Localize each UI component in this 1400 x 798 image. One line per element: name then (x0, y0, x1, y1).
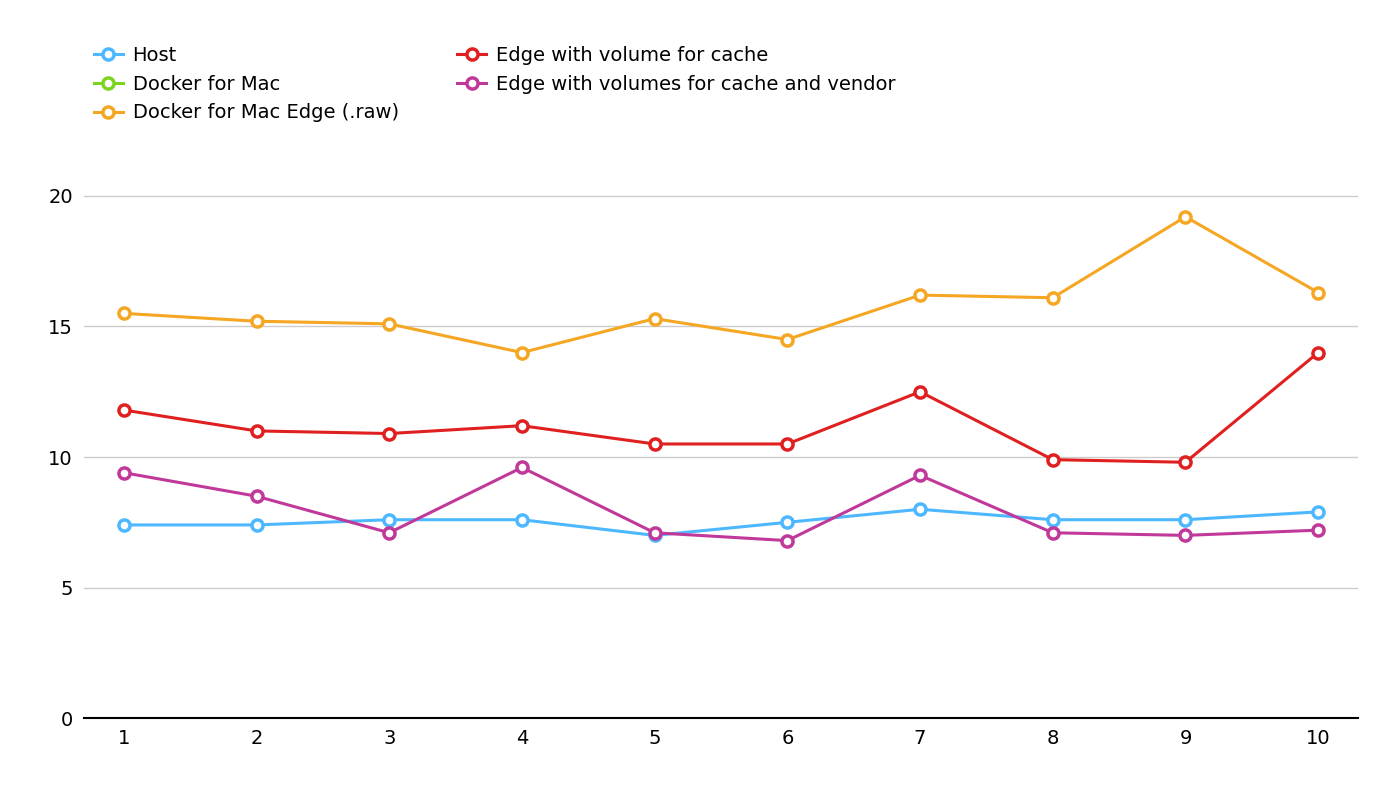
Docker for Mac Edge (.raw) (1177, 212, 1194, 222)
Edge with volumes for cache and vendor (1177, 531, 1194, 540)
Docker for Mac Edge (.raw) (514, 348, 531, 358)
Host (1044, 515, 1061, 524)
Docker for Mac Edge (.raw) (115, 309, 132, 318)
Host (115, 520, 132, 530)
Line: Edge with volume for cache: Edge with volume for cache (118, 347, 1324, 468)
Edge with volumes for cache and vendor (778, 535, 795, 545)
Edge with volume for cache (514, 421, 531, 430)
Docker for Mac Edge (.raw) (381, 319, 398, 329)
Edge with volumes for cache and vendor (381, 528, 398, 538)
Edge with volumes for cache and vendor (647, 528, 664, 538)
Host (1177, 515, 1194, 524)
Line: Host: Host (118, 504, 1324, 541)
Docker for Mac Edge (.raw) (1044, 293, 1061, 302)
Docker for Mac Edge (.raw) (778, 334, 795, 344)
Docker for Mac Edge (.raw) (1310, 288, 1327, 298)
Host (381, 515, 398, 524)
Edge with volumes for cache and vendor (911, 471, 928, 480)
Legend: Host, Docker for Mac, Docker for Mac Edge (.raw), Edge with volume for cache, Ed: Host, Docker for Mac, Docker for Mac Edg… (94, 46, 896, 122)
Edge with volumes for cache and vendor (115, 468, 132, 477)
Host (248, 520, 265, 530)
Edge with volume for cache (1177, 457, 1194, 467)
Edge with volumes for cache and vendor (248, 492, 265, 501)
Host (647, 531, 664, 540)
Host (778, 518, 795, 527)
Edge with volume for cache (778, 439, 795, 448)
Edge with volume for cache (248, 426, 265, 436)
Edge with volumes for cache and vendor (1310, 525, 1327, 535)
Edge with volume for cache (911, 387, 928, 397)
Host (514, 515, 531, 524)
Edge with volume for cache (1310, 348, 1327, 358)
Docker for Mac Edge (.raw) (248, 317, 265, 326)
Edge with volume for cache (1044, 455, 1061, 464)
Docker for Mac Edge (.raw) (911, 290, 928, 300)
Host (1310, 507, 1327, 516)
Edge with volume for cache (381, 429, 398, 438)
Edge with volume for cache (115, 405, 132, 415)
Docker for Mac Edge (.raw) (647, 314, 664, 323)
Line: Edge with volumes for cache and vendor: Edge with volumes for cache and vendor (118, 462, 1324, 546)
Line: Docker for Mac Edge (.raw): Docker for Mac Edge (.raw) (118, 211, 1324, 358)
Edge with volumes for cache and vendor (514, 463, 531, 472)
Host (911, 504, 928, 514)
Edge with volume for cache (647, 439, 664, 448)
Edge with volumes for cache and vendor (1044, 528, 1061, 538)
